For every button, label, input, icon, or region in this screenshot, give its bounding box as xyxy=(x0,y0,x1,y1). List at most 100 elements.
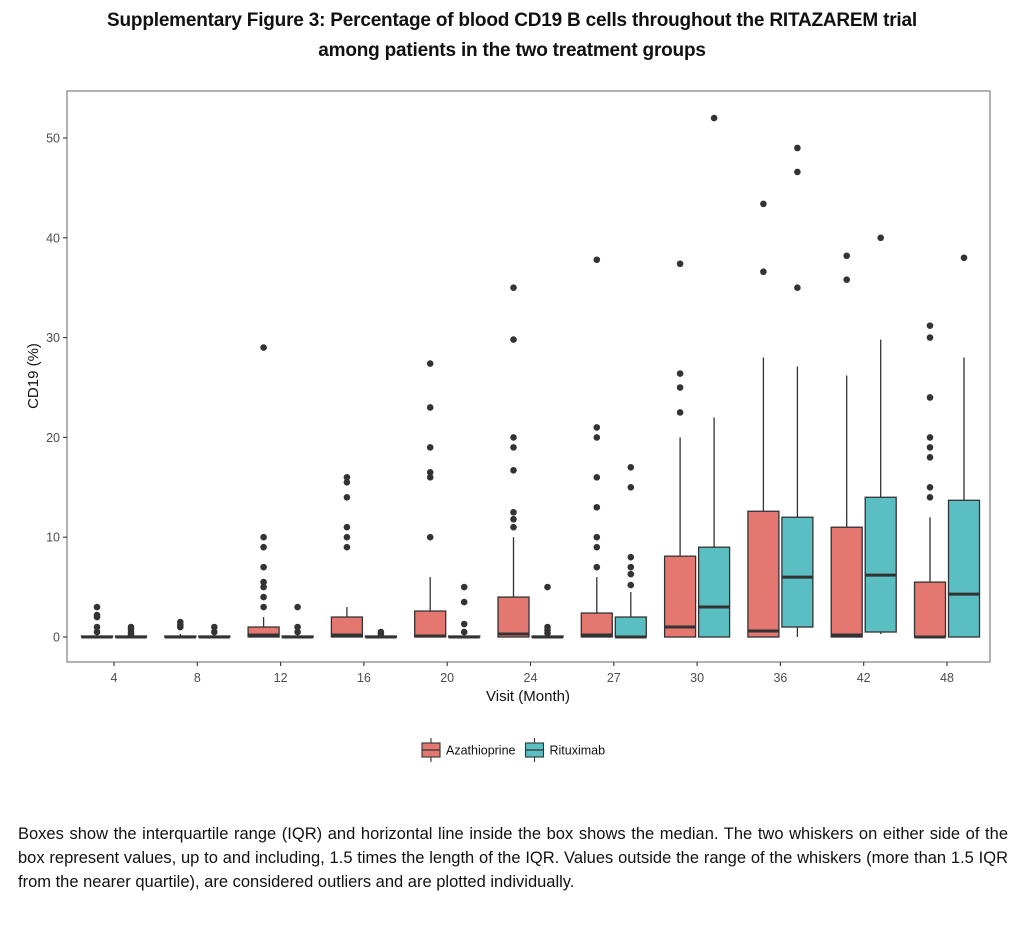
outlier-point xyxy=(593,563,601,571)
series-azathioprine xyxy=(80,200,947,639)
box-rituximab-month-24 xyxy=(531,583,564,639)
y-tick-label: 50 xyxy=(46,132,60,146)
outlier-point xyxy=(260,533,267,541)
outlier-point xyxy=(593,503,601,511)
outlier-point xyxy=(926,394,934,401)
iqr-box xyxy=(247,626,280,638)
outlier-point xyxy=(794,168,801,176)
box-rituximab-month-48 xyxy=(947,254,981,638)
outlier-point xyxy=(593,434,601,441)
outlier-point xyxy=(593,256,601,264)
outlier-point xyxy=(593,424,601,431)
outlier-point xyxy=(627,484,635,491)
outlier-point xyxy=(510,467,517,474)
outlier-point xyxy=(460,628,468,636)
x-axis: 4 8 12 16 20 24 27 30 36 42 48 xyxy=(111,662,954,685)
outlier-point xyxy=(926,444,934,451)
x-tick-label: 4 xyxy=(111,671,118,685)
outlier-point xyxy=(593,543,601,551)
outlier-point xyxy=(710,114,718,122)
box-rituximab-month-36 xyxy=(781,144,814,637)
iqr-box xyxy=(864,496,897,633)
iqr-box xyxy=(614,616,647,638)
x-tick-label: 24 xyxy=(524,671,538,685)
box-azathioprine-month-4 xyxy=(80,603,114,639)
box-rituximab-month-16 xyxy=(364,628,398,639)
x-tick-label: 48 xyxy=(940,671,954,685)
box-azathioprine-month-20 xyxy=(414,360,447,638)
outlier-point xyxy=(377,628,385,636)
outlier-point xyxy=(593,533,601,541)
outlier-point xyxy=(510,336,517,343)
outlier-point xyxy=(426,533,434,541)
outlier-point xyxy=(510,434,517,441)
figure-title-line1: Supplementary Figure 3: Percentage of bl… xyxy=(107,10,917,31)
outlier-point xyxy=(426,404,434,411)
iqr-box xyxy=(747,510,780,638)
outlier-point xyxy=(93,623,101,631)
outlier-point xyxy=(260,583,267,591)
box-rituximab-month-12 xyxy=(281,603,314,639)
outlier-point xyxy=(343,533,351,541)
outlier-point xyxy=(343,493,351,501)
outlier-point xyxy=(211,628,218,636)
legend-key-rituximab xyxy=(524,738,545,762)
figure-title-line2: among patients in the two treatment grou… xyxy=(318,40,706,61)
box-azathioprine-month-36 xyxy=(747,200,780,638)
outlier-point xyxy=(426,469,434,476)
box-azathioprine-month-48 xyxy=(913,322,947,639)
outlier-point xyxy=(460,583,468,591)
y-tick-label: 0 xyxy=(53,631,60,645)
outlier-point xyxy=(926,434,934,441)
outlier-point xyxy=(544,623,551,631)
box-rituximab-month-27 xyxy=(614,464,647,639)
y-tick-label: 20 xyxy=(46,431,60,445)
outlier-point xyxy=(260,578,267,586)
outlier-point xyxy=(510,523,517,531)
outlier-point xyxy=(627,464,635,471)
outlier-point xyxy=(343,543,351,551)
outlier-point xyxy=(260,543,267,551)
outlier-point xyxy=(510,444,517,451)
x-tick-label: 36 xyxy=(773,671,787,685)
outlier-point xyxy=(760,268,767,276)
outlier-point xyxy=(760,200,767,208)
outlier-point xyxy=(593,474,601,481)
figure-title: Supplementary Figure 3: Percentage of bl… xyxy=(0,6,1024,66)
outlier-point xyxy=(676,384,684,391)
box-rituximab-month-30 xyxy=(697,114,731,638)
outlier-point xyxy=(294,623,301,631)
outlier-point xyxy=(294,603,301,611)
outlier-point xyxy=(260,563,267,571)
outlier-point xyxy=(93,628,101,636)
outlier-point xyxy=(926,334,934,341)
outlier-point xyxy=(926,484,934,491)
iqr-box xyxy=(913,581,947,638)
x-tick-label: 27 xyxy=(607,671,621,685)
outlier-point xyxy=(426,360,434,367)
outlier-point xyxy=(211,623,218,631)
outlier-point xyxy=(260,603,267,611)
legend-key-azathioprine xyxy=(421,738,441,762)
outlier-point xyxy=(510,515,517,523)
figure-caption: Boxes show the interquartile range (IQR)… xyxy=(18,825,1008,891)
outlier-point xyxy=(627,553,635,561)
box-rituximab-month-4 xyxy=(114,623,148,639)
x-tick-label: 20 xyxy=(440,671,454,685)
y-axis: 0 10 20 30 40 50 xyxy=(46,132,67,645)
y-axis-title: CD19 (%) xyxy=(25,343,42,409)
outlier-point xyxy=(627,581,635,589)
y-tick-label: 10 xyxy=(46,531,60,545)
outlier-point xyxy=(676,260,684,268)
box-azathioprine-month-27 xyxy=(580,256,613,638)
outlier-point xyxy=(177,618,184,626)
iqr-box xyxy=(947,499,981,638)
outlier-point xyxy=(343,479,351,486)
x-tick-label: 8 xyxy=(194,671,201,685)
iqr-box xyxy=(414,610,447,638)
iqr-box xyxy=(330,616,364,638)
outlier-point xyxy=(426,474,434,481)
outlier-point xyxy=(93,603,101,611)
box-rituximab-month-8 xyxy=(198,623,231,639)
